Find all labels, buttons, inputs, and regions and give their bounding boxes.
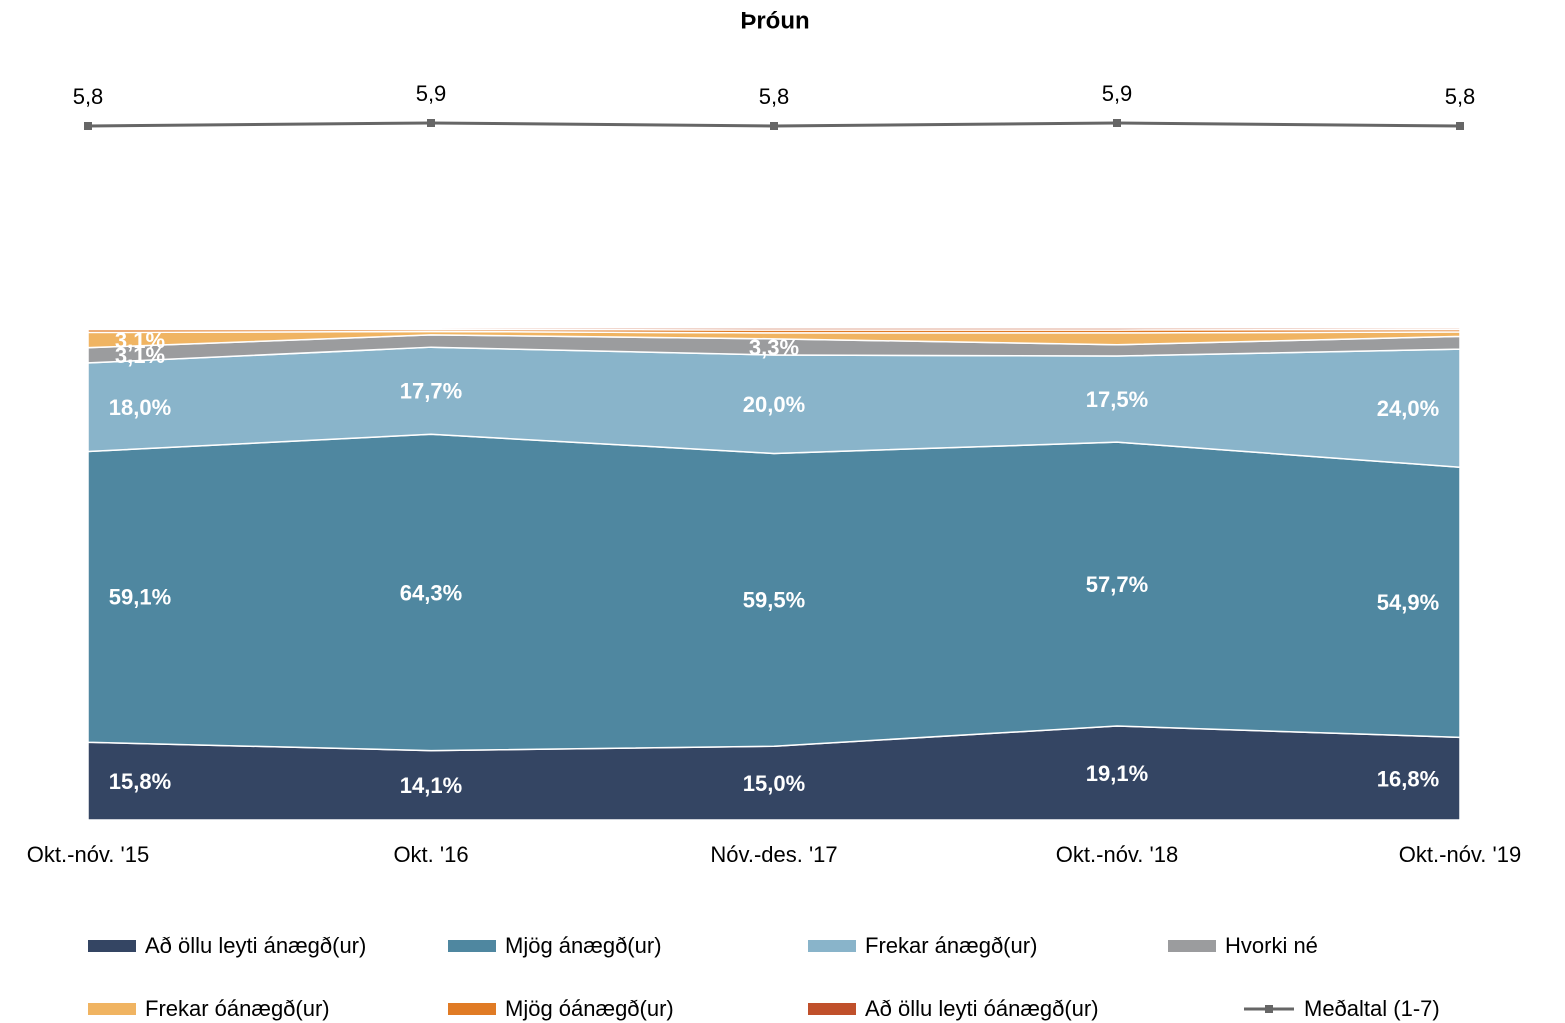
data-label: 3,1%: [115, 343, 165, 368]
x-tick-label: Okt.-nóv. '19: [1399, 842, 1521, 867]
legend-label: Hvorki né: [1225, 933, 1318, 958]
data-label: 54,9%: [1377, 590, 1439, 615]
legend-label: Meðaltal (1-7): [1304, 996, 1440, 1021]
data-label: 3,3%: [749, 335, 799, 360]
data-label: 17,7%: [400, 379, 462, 404]
data-label: 57,7%: [1086, 572, 1148, 597]
mean-marker: [427, 119, 435, 127]
legend-swatch: [88, 1003, 136, 1015]
data-label: 3,1%: [115, 328, 165, 353]
data-label: 64,3%: [400, 580, 462, 605]
data-label: 16,8%: [1377, 766, 1439, 791]
legend-label: Mjög ánægð(ur): [505, 933, 662, 958]
data-label: 19,1%: [1086, 761, 1148, 786]
legend-swatch: [1265, 1005, 1273, 1013]
mean-marker: [770, 122, 778, 130]
data-label: 5,8: [759, 84, 790, 109]
data-label: 18,0%: [109, 395, 171, 420]
data-label: 59,5%: [743, 588, 805, 613]
legend-swatch: [448, 1003, 496, 1015]
legend-label: Að öllu leyti óánægð(ur): [865, 996, 1099, 1021]
data-label: 14,1%: [400, 773, 462, 798]
mean-marker: [1113, 119, 1121, 127]
mean-marker: [1456, 122, 1464, 130]
legend-label: Að öllu leyti ánægð(ur): [145, 933, 366, 958]
data-label: 5,8: [73, 84, 104, 109]
x-tick-label: Okt.-nóv. '18: [1056, 842, 1178, 867]
x-tick-label: Okt.-nóv. '15: [27, 842, 149, 867]
chart-title: Þróun: [740, 7, 809, 34]
legend-swatch: [808, 940, 856, 952]
area: [87, 327, 1461, 331]
legend-label: Mjög óánægð(ur): [505, 996, 674, 1021]
legend-swatch: [88, 940, 136, 952]
x-tick-label: Nóv.-des. '17: [710, 842, 837, 867]
mean-marker: [84, 122, 92, 130]
legend-label: Frekar ánægð(ur): [865, 933, 1037, 958]
legend-swatch: [808, 1003, 856, 1015]
legend-swatch: [448, 940, 496, 952]
data-label: 5,8: [1445, 84, 1476, 109]
data-label: 59,1%: [109, 585, 171, 610]
data-label: 5,9: [416, 81, 447, 106]
data-label: 20,0%: [743, 392, 805, 417]
legend-swatch: [1168, 940, 1216, 952]
data-label: 5,9: [1102, 81, 1133, 106]
data-label: 15,8%: [109, 769, 171, 794]
data-label: 15,0%: [743, 771, 805, 796]
x-tick-label: Okt. '16: [393, 842, 468, 867]
legend-label: Frekar óánægð(ur): [145, 996, 330, 1021]
data-label: 24,0%: [1377, 396, 1439, 421]
data-label: 17,5%: [1086, 387, 1148, 412]
